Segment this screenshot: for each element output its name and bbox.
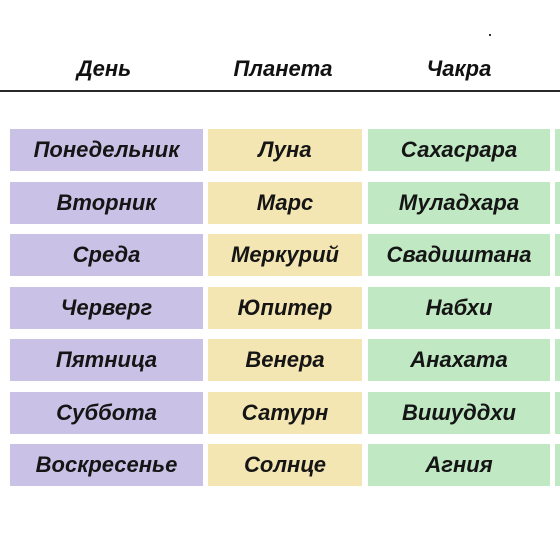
table-row: Понедельник Луна Сахасрара [0,129,560,171]
day-cell: Воскресенье [10,444,203,486]
table-row: Вторник Марс Муладхара [0,181,560,224]
chakra-cell: Сахасрара [368,129,550,171]
extra-column-edge [555,391,560,434]
extra-column-edge [555,286,560,329]
day-cell: Вторник [10,181,203,224]
day-cell: Суббота [10,391,203,434]
table-header: День Планета Чакра [0,56,560,88]
chakra-cell: Анахата [368,339,550,381]
chakra-cell: Набхи [368,286,550,329]
header-day: День [76,56,132,81]
planet-cell: Луна [208,129,362,171]
extra-column-edge [555,444,560,486]
header-chakra: Чакра [426,56,492,81]
table-row: Пятница Венера Анахата [0,339,560,381]
table-row: Среда Меркурий Свадиштана [0,234,560,276]
header-divider [0,90,560,92]
chakra-cell: Муладхара [368,181,550,224]
chakra-cell: Свадиштана [368,234,550,276]
header-planet: Планета [233,56,333,81]
decorative-dot [489,34,491,36]
planet-cell: Венера [208,339,362,381]
planet-cell: Солнце [208,444,362,486]
chakra-cell: Вишуддхи [368,391,550,434]
planet-cell: Марс [208,181,362,224]
table-row: Суббота Сатурн Вишуддхи [0,391,560,434]
planet-cell: Сатурн [208,391,362,434]
planet-cell: Меркурий [208,234,362,276]
chakra-cell: Агния [368,444,550,486]
table-row: Черверг Юпитер Набхи [0,286,560,329]
extra-column-edge [555,234,560,276]
table-row: Воскресенье Солнце Агния [0,444,560,486]
day-cell: Пятница [10,339,203,381]
day-cell: Среда [10,234,203,276]
planet-cell: Юпитер [208,286,362,329]
day-cell: Черверг [10,286,203,329]
day-cell: Понедельник [10,129,203,171]
extra-column-edge [555,181,560,224]
extra-column-edge [555,129,560,171]
extra-column-edge [555,339,560,381]
